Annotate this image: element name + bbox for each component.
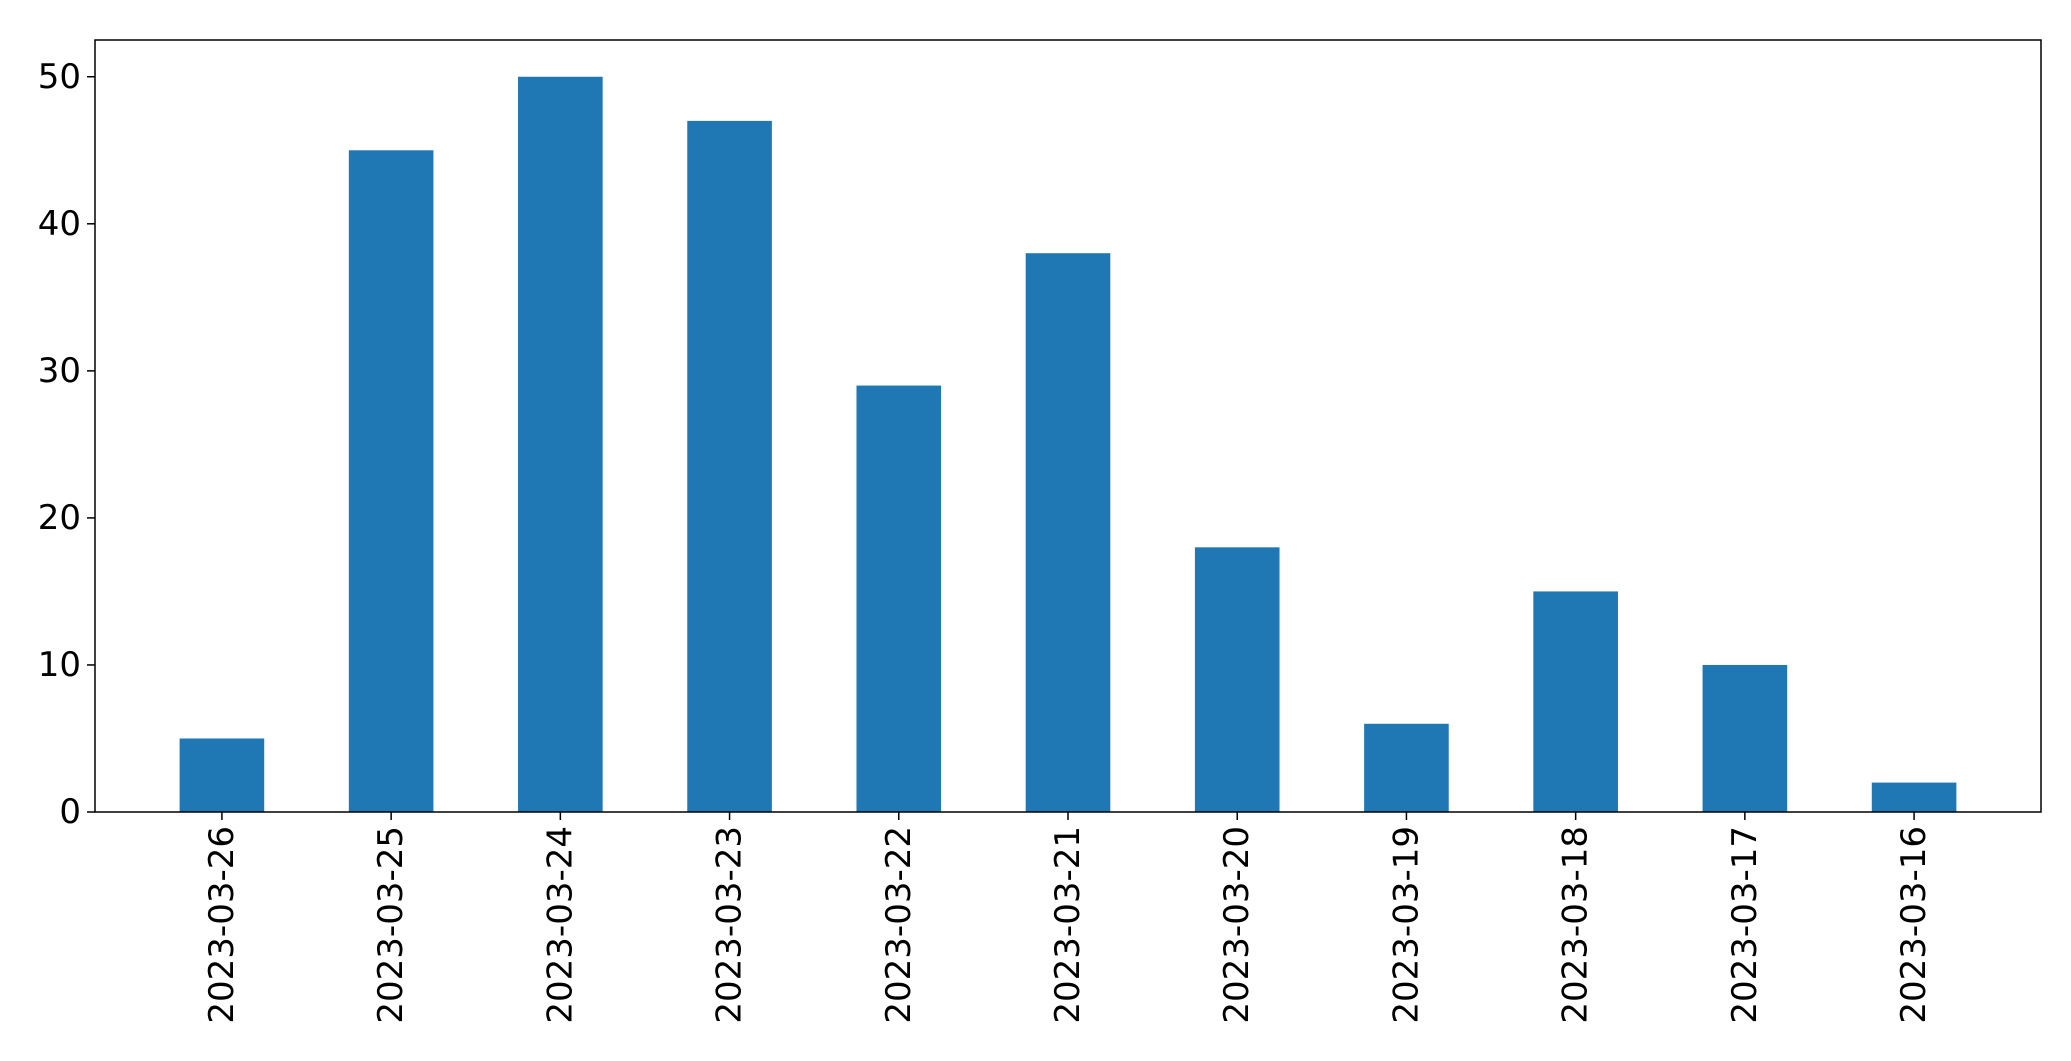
x-tick-label: 2023-03-21: [1048, 826, 1088, 1024]
plot-frame: [94, 39, 2042, 813]
y-tick-label: 10: [38, 645, 81, 685]
y-tick-label: 50: [38, 57, 81, 97]
y-tick-label: 30: [38, 351, 81, 391]
bar-2023-03-18: [1533, 591, 1618, 812]
x-tick-label: 2023-03-20: [1217, 826, 1257, 1024]
bar-2023-03-22: [856, 385, 942, 812]
bar-2023-03-20: [1194, 547, 1280, 812]
bar-2023-03-19: [1364, 723, 1449, 812]
x-tick-label: 2023-03-25: [371, 826, 411, 1024]
x-tick-label: 2023-03-22: [879, 826, 919, 1024]
bar-2023-03-17: [1702, 664, 1788, 812]
x-tick-label: 2023-03-19: [1386, 826, 1426, 1024]
x-tick-label: 2023-03-18: [1556, 826, 1596, 1024]
bar-2023-03-26: [179, 738, 265, 812]
bars-group: [179, 76, 1957, 813]
x-tick-label: 2023-03-26: [202, 826, 242, 1024]
bar-2023-03-24: [518, 76, 603, 812]
bar-2023-03-16: [1871, 782, 1957, 812]
y-tick-label: 20: [38, 498, 81, 538]
y-axis: 0 10 20 30 40 50: [38, 57, 95, 832]
bar-2023-03-23: [687, 120, 772, 812]
x-tick-label: 2023-03-17: [1725, 826, 1765, 1024]
x-tick-label: 2023-03-24: [540, 826, 580, 1024]
x-tick-label: 2023-03-23: [710, 826, 750, 1024]
x-tick-label: 2023-03-16: [1894, 826, 1934, 1024]
bar-2023-03-21: [1025, 253, 1111, 812]
bar-2023-03-25: [348, 150, 434, 813]
x-axis: 2023-03-26 2023-03-25 2023-03-24 2023-03-23…: [202, 812, 1934, 1024]
y-tick-label: 0: [59, 792, 81, 832]
y-tick-label: 40: [38, 204, 81, 244]
